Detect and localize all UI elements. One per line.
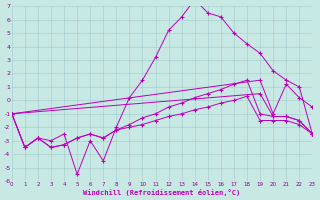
X-axis label: Windchill (Refroidissement éolien,°C): Windchill (Refroidissement éolien,°C) (84, 189, 241, 196)
